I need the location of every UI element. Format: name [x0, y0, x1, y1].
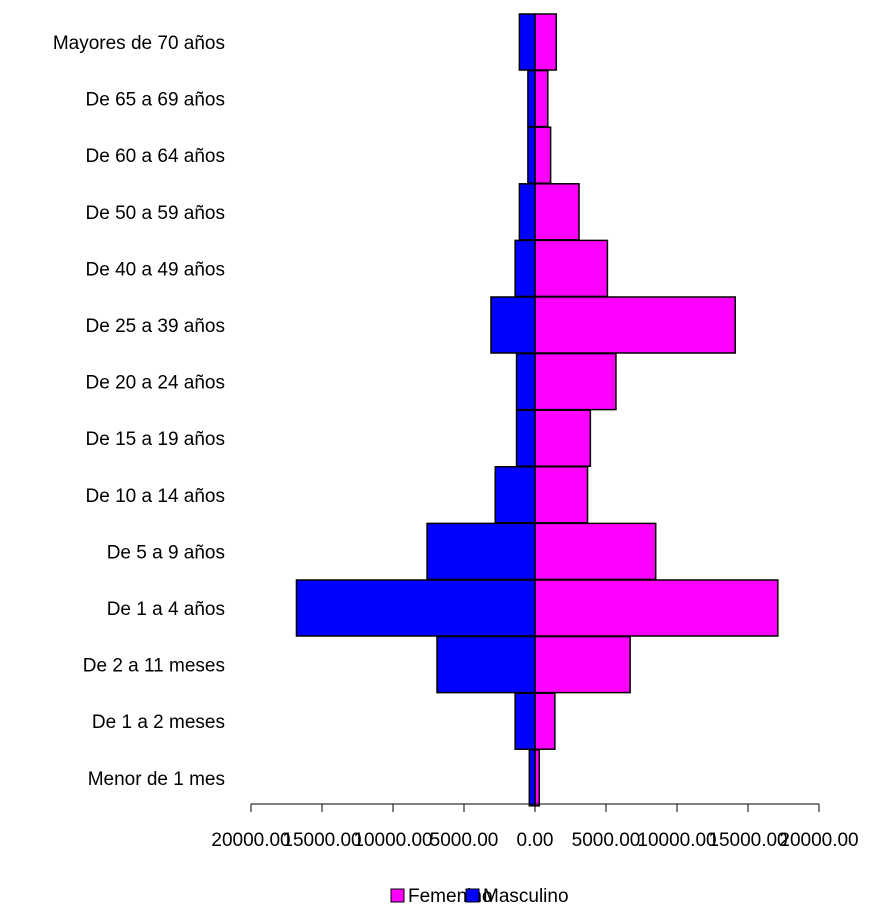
bar-masculino-7: [515, 352, 536, 411]
legend-label-masculino: Masculino: [483, 886, 569, 906]
bar-femenino-1: [534, 692, 556, 750]
legend-label-femenino: Femenino: [408, 886, 493, 906]
category-label: De 25 a 39 años: [86, 316, 225, 337]
bar-masculino-4: [426, 522, 536, 581]
category-label: De 2 a 11 meses: [83, 656, 225, 677]
category-label: De 60 a 64 años: [86, 146, 225, 167]
legend-swatch-femenino: [390, 888, 405, 903]
category-label: De 50 a 59 años: [86, 203, 225, 224]
bar-masculino-12: [527, 69, 536, 128]
bar-masculino-13: [518, 13, 536, 71]
bar-femenino-11: [534, 126, 552, 184]
category-label: De 65 a 69 años: [86, 90, 225, 111]
category-label: De 40 a 49 años: [86, 259, 225, 280]
bar-femenino-6: [534, 409, 592, 467]
category-label: De 15 a 19 años: [86, 429, 225, 450]
bar-femenino-10: [534, 183, 580, 241]
x-tick-label: 5000.00: [572, 830, 641, 851]
bar-masculino-0: [528, 749, 536, 807]
x-tick-label: 0.00: [517, 830, 554, 851]
category-label: Mayores de 70 años: [53, 33, 225, 54]
bar-masculino-11: [527, 126, 536, 184]
bar-femenino-9: [534, 239, 609, 298]
bar-masculino-8: [490, 296, 536, 354]
x-tick-label: 5000.00: [430, 830, 499, 851]
bar-femenino-2: [534, 635, 631, 694]
legend-swatch-masculino: [465, 888, 480, 903]
bar-masculino-10: [518, 183, 536, 241]
bar-masculino-5: [494, 466, 536, 524]
bar-femenino-7: [534, 352, 617, 411]
bar-masculino-1: [514, 692, 536, 750]
bar-femenino-3: [534, 579, 779, 637]
category-label: Menor de 1 mes: [88, 769, 225, 790]
x-tick-label: 10000.00: [637, 830, 716, 851]
bar-femenino-4: [534, 522, 657, 581]
bar-femenino-8: [534, 296, 736, 354]
category-label: De 10 a 14 años: [86, 486, 225, 507]
x-tick-label: 20000.00: [779, 830, 858, 851]
x-tick-label: 15000.00: [708, 830, 787, 851]
bar-femenino-13: [534, 13, 558, 71]
x-tick-label: 10000.00: [353, 830, 432, 851]
bar-femenino-5: [534, 466, 589, 524]
category-label: De 1 a 4 años: [107, 599, 225, 620]
x-tick-label: 15000.00: [282, 830, 361, 851]
category-label: De 1 a 2 meses: [92, 712, 225, 733]
category-label: De 20 a 24 años: [86, 373, 225, 394]
category-labels: Menor de 1 mes De 1 a 2 meses De 2 a 11 me…: [53, 33, 225, 790]
bar-masculino-2: [436, 635, 536, 694]
bar-masculino-9: [514, 239, 536, 298]
bar-masculino-6: [515, 409, 536, 467]
bar-masculino-3: [295, 579, 536, 637]
x-tick-label: 20000.00: [211, 830, 290, 851]
bar-femenino-12: [534, 69, 549, 128]
category-label: De 5 a 9 años: [107, 542, 225, 563]
bars-layer: [295, 13, 779, 807]
